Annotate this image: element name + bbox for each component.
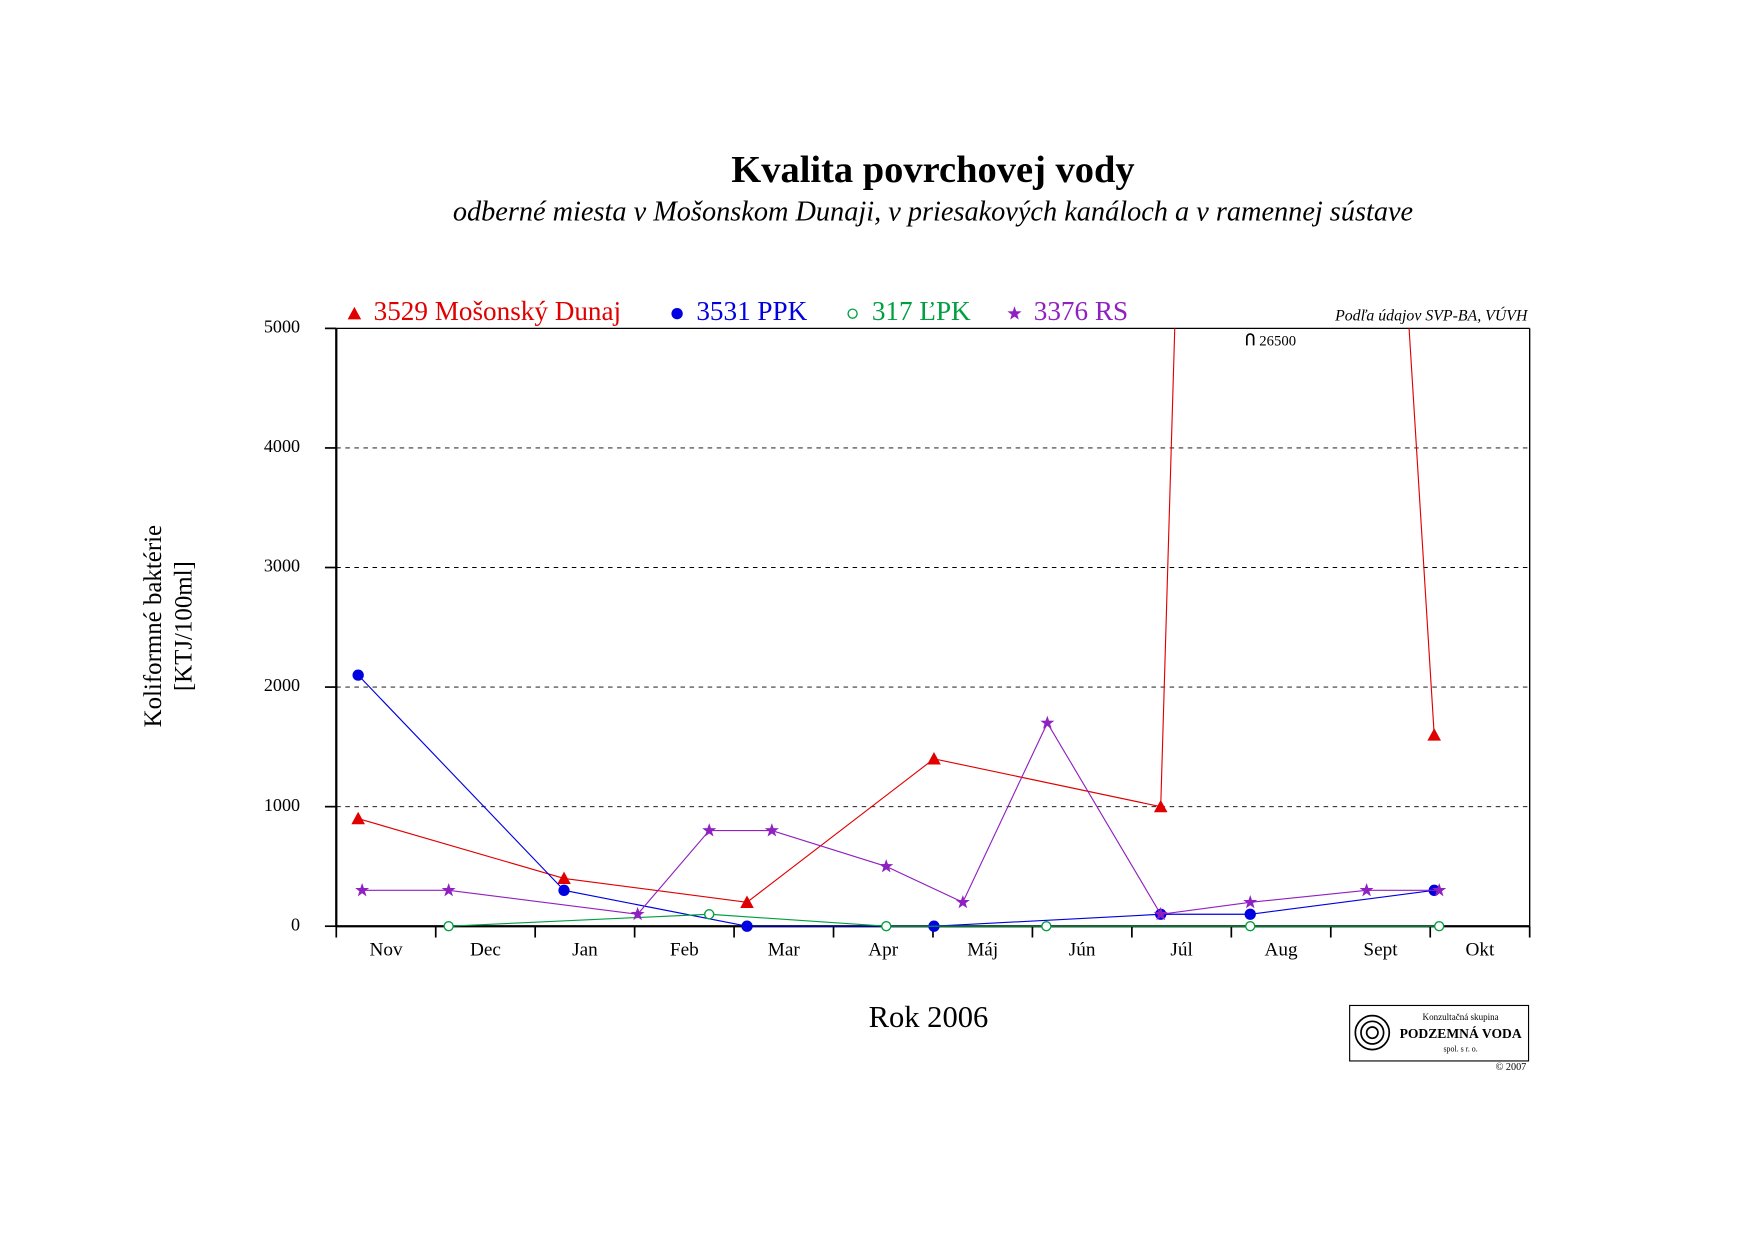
series-line xyxy=(357,674,1435,927)
x-tick-label: Nov xyxy=(369,940,403,961)
logo-text: © 2007 xyxy=(1496,1062,1527,1073)
data-point xyxy=(955,894,970,909)
x-tick-label: Apr xyxy=(868,940,899,961)
y-tick-label: 0 xyxy=(291,914,300,934)
data-point xyxy=(740,895,754,908)
y-tick-label: 4000 xyxy=(264,436,300,456)
series: 26500 3529 Mošonský Dunaj xyxy=(347,296,1442,908)
series-line xyxy=(448,913,1440,927)
x-tick-label: Jún xyxy=(1069,940,1096,961)
x-tick-label: Júl xyxy=(1170,940,1192,961)
data-point xyxy=(927,752,941,765)
data-point xyxy=(1432,882,1447,897)
y-tick-label: 5000 xyxy=(264,317,300,337)
x-tick-label: Aug xyxy=(1264,940,1298,961)
data-point xyxy=(741,920,753,932)
data-point xyxy=(1359,882,1374,897)
x-tick-label: Sept xyxy=(1363,940,1398,961)
x-tick-label: Dec xyxy=(470,940,501,961)
logo-icon xyxy=(1354,1014,1391,1051)
y-tick-label: 3000 xyxy=(264,556,300,576)
series: 317 ĽPK xyxy=(443,296,1445,932)
series-line xyxy=(362,721,1440,915)
data-point xyxy=(881,921,892,932)
data-point xyxy=(441,882,456,897)
x-tick-label: Okt xyxy=(1466,940,1496,961)
legend-label: 3531 PPK xyxy=(696,296,807,326)
data-point xyxy=(702,823,717,837)
x-tick-label: Feb xyxy=(670,940,699,961)
data-point xyxy=(443,921,454,932)
logo-text: spol. s r. o. xyxy=(1443,1044,1477,1053)
legend-marker xyxy=(671,307,683,320)
data-point xyxy=(630,906,645,921)
data-point xyxy=(704,909,715,920)
data-point xyxy=(764,823,779,837)
legend-label: 3376 RS xyxy=(1034,296,1128,326)
data-point xyxy=(1427,728,1442,741)
data-point xyxy=(557,871,571,885)
x-tick-label: Jan xyxy=(572,940,598,961)
x-tick-label: Máj xyxy=(967,940,998,961)
series: 3531 PPK xyxy=(352,296,1440,932)
data-point xyxy=(1153,906,1168,921)
legend-label: 3529 Mošonský Dunaj xyxy=(374,296,621,326)
legend-marker xyxy=(347,306,362,320)
source-note: Podľa údajov SVP-BA, VÚVH xyxy=(1334,306,1529,325)
logo-frame xyxy=(1349,1004,1530,1062)
logo: Konzultačná skupina PODZEMNÁ VODA spol. … xyxy=(1349,1004,1530,1073)
data-point xyxy=(1245,921,1256,932)
x-axis-label: Rok 2006 xyxy=(869,1000,989,1034)
logo-text: Konzultačná skupina xyxy=(1423,1012,1499,1022)
y-axis-label: [KTJ/100ml] xyxy=(170,561,197,691)
chart-subtitle: odberné miesta v Mošonskom Dunaji, v pri… xyxy=(453,197,1413,228)
data-point xyxy=(351,811,365,825)
legend-marker xyxy=(1007,306,1022,320)
series-line xyxy=(358,328,1435,903)
y-tick-label: 2000 xyxy=(264,675,300,695)
data-point xyxy=(1244,908,1256,920)
y-axis-label: Koliformné baktérie xyxy=(140,525,167,728)
data-point xyxy=(1040,715,1055,729)
data-point xyxy=(558,884,570,897)
data-point xyxy=(1433,921,1445,932)
series: 3376 RS xyxy=(355,296,1447,921)
data-label: 26500 xyxy=(1259,333,1296,349)
data-point xyxy=(1153,799,1168,813)
legend-label: 317 ĽPK xyxy=(872,296,971,326)
data-point xyxy=(1243,894,1258,909)
y-tick-label: 1000 xyxy=(264,795,300,815)
data-point xyxy=(879,859,894,873)
legend-marker xyxy=(847,308,858,319)
data-point xyxy=(1041,921,1052,932)
x-tick-label: Mar xyxy=(768,940,801,961)
data-point xyxy=(355,882,370,897)
logo-text: PODZEMNÁ VODA xyxy=(1400,1025,1522,1041)
chart-title: Kvalita povrchovej vody xyxy=(731,149,1134,191)
offscale-marker xyxy=(1245,333,1255,346)
data-point xyxy=(352,669,364,681)
